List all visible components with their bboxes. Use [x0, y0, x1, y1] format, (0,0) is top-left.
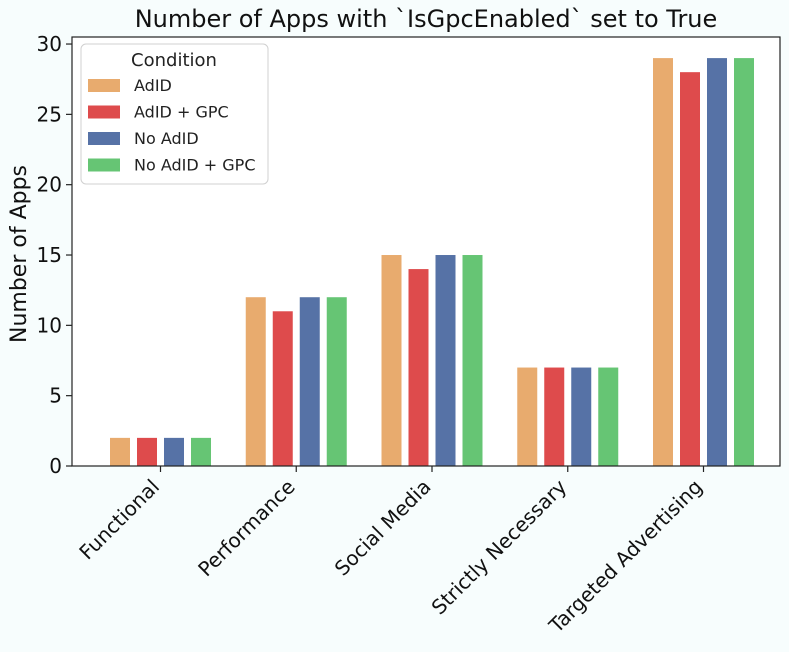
y-tick-label: 15: [37, 243, 62, 267]
bar: [653, 58, 673, 467]
legend-swatch: [88, 132, 120, 145]
x-tick-label: Strictly Necessary: [427, 474, 572, 619]
x-tick-label: Social Media: [330, 475, 436, 581]
x-axis: Functional Performance Social MediaStrictl…: [74, 466, 707, 638]
bar: [408, 269, 429, 466]
bar: [707, 58, 727, 467]
x-tick-label: Targeted Advertising: [543, 475, 707, 639]
bar: [598, 367, 619, 466]
legend-label: No AdID + GPC: [134, 156, 256, 175]
bar: [191, 437, 211, 466]
bar: [164, 437, 184, 466]
y-tick-label: 20: [37, 173, 62, 197]
legend-label: AdID: [134, 76, 172, 95]
chart-title: Number of Apps with `IsGpcEnabled` set t…: [135, 5, 718, 33]
y-tick-label: 25: [37, 102, 62, 126]
legend-title: Condition: [131, 50, 217, 71]
bar: [381, 255, 402, 466]
y-tick-label: 10: [37, 313, 62, 337]
legend-swatch: [88, 79, 120, 92]
y-tick-label: 0: [49, 454, 62, 478]
bar: [517, 367, 538, 466]
bar: [110, 437, 130, 466]
x-tick-label: Functional: [74, 475, 164, 565]
legend-swatch: [88, 158, 120, 172]
bar: [272, 311, 293, 466]
bar: [544, 367, 565, 466]
bar: [299, 297, 320, 466]
legend: Condition AdID AdID + GPC No AdID No AdID + …: [80, 43, 269, 185]
y-axis-label: Number of Apps: [7, 165, 32, 343]
plot-frame: [71, 36, 781, 467]
legend-swatch: [88, 105, 120, 119]
bar: [571, 367, 592, 466]
bar: [435, 255, 456, 466]
y-tick-label: 5: [49, 384, 62, 408]
legend-label: No AdID: [134, 129, 199, 148]
x-tick-label: Performance: [193, 475, 300, 582]
bar: [245, 297, 266, 466]
y-axis: 0 5 10 15 20 25 30: [37, 32, 72, 478]
bar: [680, 72, 700, 466]
y-tick-label: 30: [37, 32, 62, 56]
legend-box: [80, 43, 269, 185]
bar: [326, 297, 347, 466]
bar: [462, 255, 483, 466]
bar: [137, 437, 157, 466]
bar: [734, 58, 754, 467]
bars-group: [110, 58, 754, 467]
legend-label: AdID + GPC: [134, 103, 229, 122]
